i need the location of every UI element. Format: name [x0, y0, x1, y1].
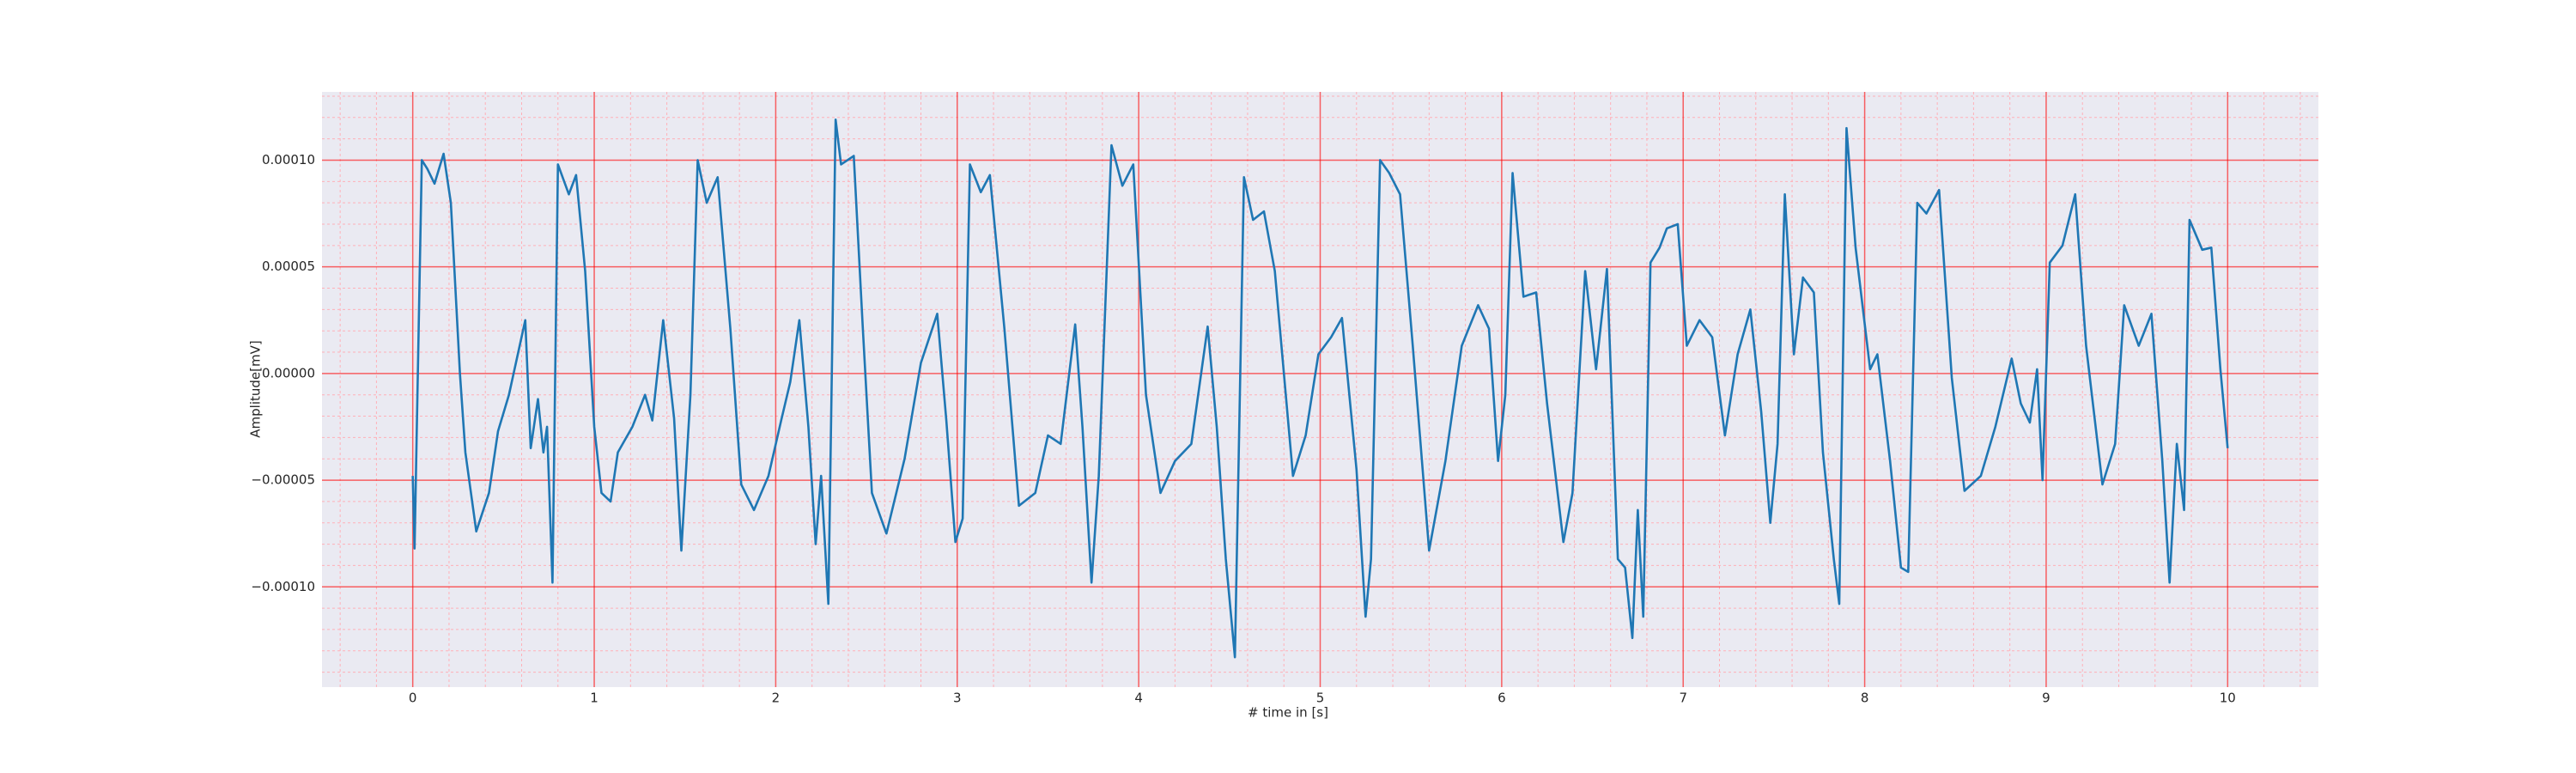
- x-tick-label: 7: [1679, 691, 1687, 706]
- y-tick-label: −0.00010: [251, 579, 315, 594]
- x-axis-label: # time in [s]: [1248, 705, 1328, 721]
- x-tick-label: 9: [2042, 691, 2050, 706]
- x-tick-label: 10: [2220, 691, 2236, 706]
- x-tick-label: 0: [409, 691, 417, 706]
- x-tick-label: 5: [1316, 691, 1325, 706]
- x-tick-label: 6: [1498, 691, 1506, 706]
- y-tick-label: 0.00010: [262, 152, 315, 167]
- y-axis-label: Amplitude[mV]: [248, 340, 264, 437]
- y-tick-label: −0.00005: [251, 472, 315, 488]
- x-tick-label: 1: [590, 691, 598, 706]
- y-tick-label: 0.00000: [262, 365, 315, 380]
- x-tick-label: 4: [1134, 691, 1143, 706]
- y-tick-label: 0.00005: [262, 259, 315, 274]
- x-tick-label: 3: [953, 691, 962, 706]
- x-tick-label: 2: [772, 691, 781, 706]
- x-tick-label: 8: [1861, 691, 1869, 706]
- data-line: [411, 118, 2229, 659]
